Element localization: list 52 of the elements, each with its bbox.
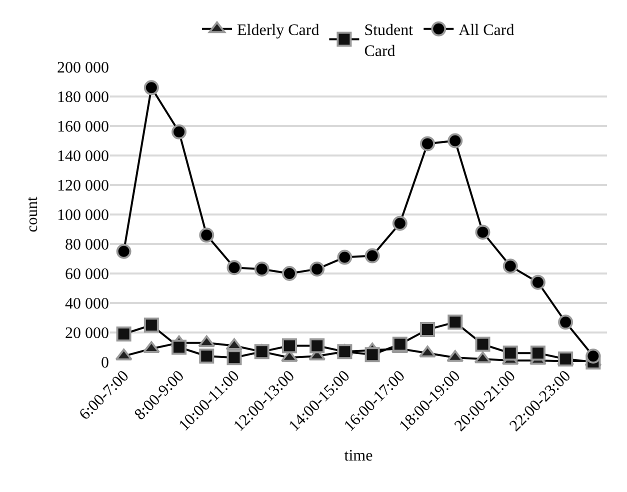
point xyxy=(586,348,601,364)
y-axis-title: count xyxy=(24,196,41,232)
point xyxy=(226,350,242,366)
point xyxy=(226,260,242,276)
point xyxy=(282,266,297,281)
point xyxy=(254,262,270,277)
point xyxy=(364,347,380,362)
point xyxy=(199,348,214,364)
point xyxy=(144,318,159,333)
y-tick-label: 80 000 xyxy=(65,236,109,254)
y-tick-label: 40 000 xyxy=(65,296,109,313)
point xyxy=(420,136,436,152)
point xyxy=(226,338,243,350)
legend-label: Elderly Card xyxy=(237,22,320,40)
point xyxy=(198,335,216,348)
point xyxy=(475,336,490,352)
point xyxy=(448,133,463,148)
point xyxy=(310,262,325,277)
y-tick-label: 200 000 xyxy=(57,60,109,77)
point xyxy=(144,80,159,96)
y-tick-label: 160 000 xyxy=(57,118,109,136)
y-tick-label: 140 000 xyxy=(57,148,109,166)
point xyxy=(530,346,546,361)
legend-label: All Card xyxy=(458,22,514,40)
point xyxy=(392,216,408,231)
y-tick-label: 100 000 xyxy=(57,207,109,224)
point xyxy=(282,338,297,354)
point xyxy=(502,346,518,361)
y-tick-label: 20 000 xyxy=(65,325,109,342)
point xyxy=(172,124,187,140)
y-tick-label: 0 xyxy=(101,354,109,372)
y-tick-label: 180 000 xyxy=(57,89,109,106)
point xyxy=(116,326,132,342)
point xyxy=(310,338,325,354)
point xyxy=(420,322,436,338)
point xyxy=(199,228,214,243)
point xyxy=(392,336,408,352)
point xyxy=(337,250,352,265)
point xyxy=(254,344,270,360)
point xyxy=(448,314,463,330)
point xyxy=(337,344,352,360)
y-tick-label: 60 000 xyxy=(65,266,109,284)
point xyxy=(172,340,187,355)
point xyxy=(530,274,546,290)
y-tick-label: 120 000 xyxy=(57,178,109,195)
point xyxy=(475,224,490,240)
point xyxy=(558,314,574,330)
legend-label: Student Card xyxy=(364,22,414,60)
point xyxy=(364,248,380,264)
point xyxy=(116,244,132,259)
x-axis-title: time xyxy=(344,447,373,464)
point xyxy=(502,258,518,274)
